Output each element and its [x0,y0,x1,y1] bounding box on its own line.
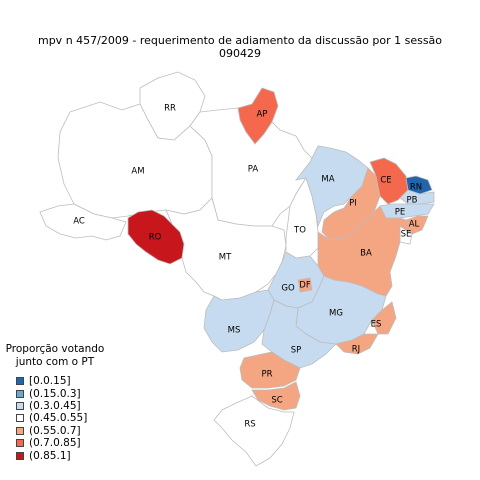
state-label-RO: RO [149,233,162,243]
map-title-line2: 090429 [219,47,261,60]
legend-title-line2: junto com o PT [15,356,95,368]
legend-swatch [16,414,24,423]
state-label-PE: PE [395,208,406,218]
legend-label: (0.85.1] [29,449,71,462]
legend-item: [0.0.15] [16,375,110,387]
state-label-RR: RR [164,104,176,114]
legend-item: (0.3.0.45] [16,400,110,412]
state-ES [371,301,397,335]
state-label-ES: ES [371,320,382,330]
state-label-MT: MT [219,253,232,263]
state-RJ [335,333,379,355]
legend-label: (0.3.0.45] [29,399,81,412]
legend-label: (0.45.0.55] [29,412,88,425]
legend-title: Proporção votando junto com o PT [0,343,110,369]
state-MT [165,197,287,301]
legend-swatch [16,451,24,460]
state-label-PA: PA [248,165,259,175]
state-SP [261,299,337,369]
legend-items: [0.0.15] (0.15.0.3] (0.3.0.45] (0.45.0.5… [16,375,110,462]
state-label-DF: DF [299,281,311,291]
state-label-PI: PI [349,199,357,209]
state-label-AP: AP [257,110,268,120]
legend-label: [0.0.15] [29,375,71,388]
legend-swatch [16,377,24,386]
legend-item: (0.15.0.3] [16,387,110,400]
state-label-MS: MS [228,326,241,336]
state-label-AL: AL [409,220,420,230]
state-label-TO: TO [293,226,306,236]
state-RS [213,395,295,467]
state-label-PR: PR [261,370,272,380]
state-label-RS: RS [244,420,255,430]
state-DF [297,277,313,293]
state-SC [251,381,301,411]
state-label-SP: SP [291,346,302,356]
state-label-AM: AM [131,167,144,177]
state-AC [39,203,127,241]
legend-swatch [16,426,24,435]
legend-title-line1: Proporção votando [5,343,105,355]
legend-item: (0.45.0.55] [16,412,110,424]
legend-label: (0.15.0.3] [29,387,81,400]
state-label-SC: SC [271,396,282,406]
legend-item: (0.7.0.85] [16,437,110,449]
legend-swatch [16,401,24,410]
state-label-GO: GO [281,284,295,294]
legend-swatch [16,439,24,448]
state-label-SE: SE [401,230,412,240]
legend: Proporção votando junto com o PT [0.0.15… [0,343,110,462]
legend-label: (0.7.0.85] [29,437,81,450]
legend-label: (0.55.0.7] [29,424,81,437]
state-label-BA: BA [360,249,372,259]
state-label-AC: AC [73,217,85,227]
state-label-MG: MG [329,309,343,319]
state-label-RJ: RJ [352,345,360,355]
map-title-line1: mpv n 457/2009 - requerimento de adiamen… [37,34,443,47]
state-label-RN: RN [410,183,422,193]
map-title: mpv n 457/2009 - requerimento de adiamen… [0,34,480,60]
state-label-MA: MA [321,175,334,185]
legend-item: (0.55.0.7] [16,425,110,437]
state-PR [239,351,301,389]
legend-swatch [16,389,24,398]
state-label-PB: PB [407,196,418,206]
legend-item: (0.85.1] [16,449,110,462]
state-label-CE: CE [380,176,391,186]
